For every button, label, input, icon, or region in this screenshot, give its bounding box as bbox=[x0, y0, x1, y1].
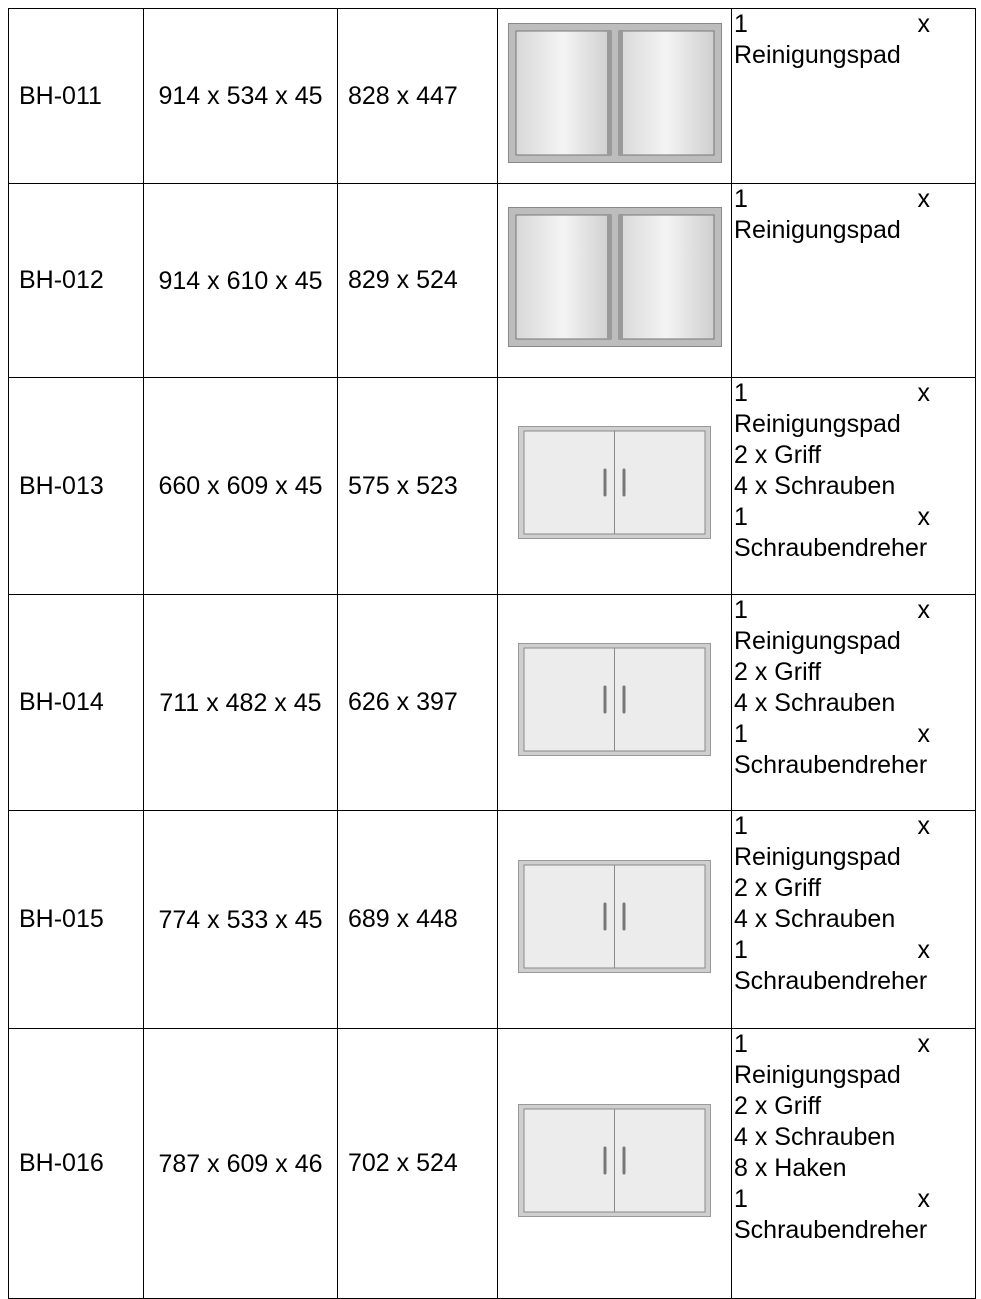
inner-size-cell: 626 x 397 bbox=[337, 594, 498, 811]
contents-item: 4 x Schrauben bbox=[734, 472, 896, 500]
outer-size-cell: 711 x 482 x 45 bbox=[143, 594, 338, 811]
inner-size-cell: 828 x 447 bbox=[337, 8, 498, 184]
table-body: BH-011 914 x 534 x 45 828 x 447 1 x Reinig… bbox=[8, 8, 976, 1299]
table-row: BH-012 914 x 610 x 45 829 x 524 1 x Reinig… bbox=[8, 183, 976, 378]
image-cell bbox=[497, 1028, 732, 1299]
model-cell: BH-012 bbox=[8, 183, 144, 378]
contents-item: 4 x Schrauben bbox=[734, 905, 896, 933]
contents-cell: 1 x Reinigungspad 2 x Griff 4 x Schrauben 1… bbox=[731, 594, 976, 811]
table-row: BH-011 914 x 534 x 45 828 x 447 1 x Reinig… bbox=[8, 8, 976, 184]
contents-cell: 1 x Reinigungspad bbox=[731, 183, 976, 378]
contents-item: 1 x Reinigungspad bbox=[734, 185, 930, 244]
contents-item: 1 x Reinigungspad bbox=[734, 379, 930, 438]
inner-size-cell: 829 x 524 bbox=[337, 183, 498, 378]
model-cell: BH-014 bbox=[8, 594, 144, 811]
outer-size-cell: 774 x 533 x 45 bbox=[143, 810, 338, 1029]
contents-item: 1 x Reinigungspad bbox=[734, 596, 930, 655]
contents-cell: 1 x Reinigungspad 2 x Griff 4 x Schrauben 1… bbox=[731, 377, 976, 595]
contents-item: 1 x Schraubendreher bbox=[734, 503, 930, 562]
contents-item: 1 x Reinigungspad bbox=[734, 1030, 930, 1089]
contents-item: 8 x Haken bbox=[734, 1154, 847, 1182]
contents-item: 1 x Schraubendreher bbox=[734, 936, 930, 995]
image-cell bbox=[497, 594, 732, 811]
contents-item: 2 x Griff bbox=[734, 874, 822, 902]
door-image bbox=[507, 22, 722, 163]
image-cell bbox=[497, 377, 732, 595]
table-row: BH-014 711 x 482 x 45 626 x 397 1 x Reinig… bbox=[8, 594, 976, 811]
door-image bbox=[518, 1103, 711, 1217]
door-image bbox=[518, 426, 711, 539]
contents-item: 1 x Reinigungspad bbox=[734, 10, 930, 69]
inner-size-cell: 575 x 523 bbox=[337, 377, 498, 595]
table-row: BH-016 787 x 609 x 46 702 x 524 1 x Reinig… bbox=[8, 1028, 976, 1299]
contents-item: 4 x Schrauben bbox=[734, 1123, 896, 1151]
contents-cell: 1 x Reinigungspad bbox=[731, 8, 976, 184]
contents-cell: 1 x Reinigungspad 2 x Griff 4 x Schrauben 1… bbox=[731, 810, 976, 1029]
contents-item: 1 x Reinigungspad bbox=[734, 812, 930, 871]
contents-item: 2 x Griff bbox=[734, 1092, 822, 1120]
contents-cell: 1 x Reinigungspad 2 x Griff 4 x Schrauben 8… bbox=[731, 1028, 976, 1299]
contents-item: 4 x Schrauben bbox=[734, 689, 896, 717]
table-row: BH-013 660 x 609 x 45 575 x 523 1 x Reinig… bbox=[8, 377, 976, 595]
door-image bbox=[518, 642, 711, 756]
door-image bbox=[507, 207, 722, 347]
image-cell bbox=[497, 183, 732, 378]
outer-size-cell: 914 x 534 x 45 bbox=[143, 8, 338, 184]
product-table: BH-011 914 x 534 x 45 828 x 447 1 x Reinig… bbox=[8, 8, 976, 1299]
image-cell bbox=[497, 810, 732, 1029]
door-image bbox=[518, 859, 711, 973]
contents-item: 2 x Griff bbox=[734, 658, 822, 686]
table-row: BH-015 774 x 533 x 45 689 x 448 1 x Reinig… bbox=[8, 810, 976, 1029]
model-cell: BH-013 bbox=[8, 377, 144, 595]
model-cell: BH-011 bbox=[8, 8, 144, 184]
model-cell: BH-016 bbox=[8, 1028, 144, 1299]
contents-item: 1 x Schraubendreher bbox=[734, 1185, 930, 1244]
inner-size-cell: 702 x 524 bbox=[337, 1028, 498, 1299]
contents-item: 2 x Griff bbox=[734, 441, 822, 469]
inner-size-cell: 689 x 448 bbox=[337, 810, 498, 1029]
outer-size-cell: 914 x 610 x 45 bbox=[143, 183, 338, 378]
outer-size-cell: 660 x 609 x 45 bbox=[143, 377, 338, 595]
outer-size-cell: 787 x 609 x 46 bbox=[143, 1028, 338, 1299]
contents-item: 1 x Schraubendreher bbox=[734, 720, 930, 779]
image-cell bbox=[497, 8, 732, 184]
model-cell: BH-015 bbox=[8, 810, 144, 1029]
